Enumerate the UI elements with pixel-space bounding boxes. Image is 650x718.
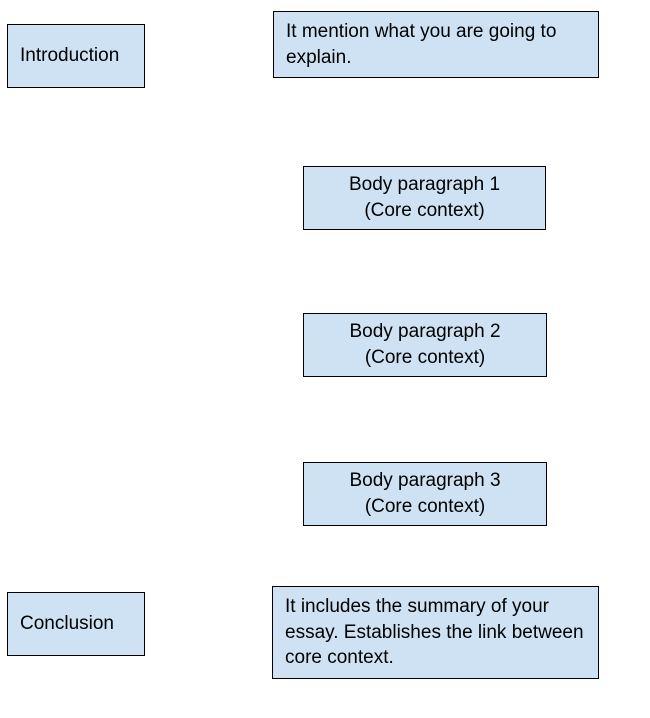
- body2-box: Body paragraph 2 (Core context): [303, 313, 547, 377]
- conclusion-desc-box: It includes the summary of your essay. E…: [272, 586, 599, 679]
- body1-box: Body paragraph 1 (Core context): [303, 166, 546, 230]
- intro-desc-text: It mention what you are going to explain…: [286, 19, 586, 70]
- intro-text: Introduction: [20, 43, 119, 69]
- conclusion-desc-text: It includes the summary of your essay. E…: [285, 594, 586, 671]
- body1-text: Body paragraph 1 (Core context): [349, 172, 500, 223]
- intro-desc-box: It mention what you are going to explain…: [273, 11, 599, 78]
- conclusion-text: Conclusion: [20, 611, 114, 637]
- body3-box: Body paragraph 3 (Core context): [303, 462, 547, 526]
- body3-text: Body paragraph 3 (Core context): [349, 468, 500, 519]
- intro-box: Introduction: [7, 24, 145, 88]
- body2-text: Body paragraph 2 (Core context): [349, 319, 500, 370]
- conclusion-box: Conclusion: [7, 592, 145, 656]
